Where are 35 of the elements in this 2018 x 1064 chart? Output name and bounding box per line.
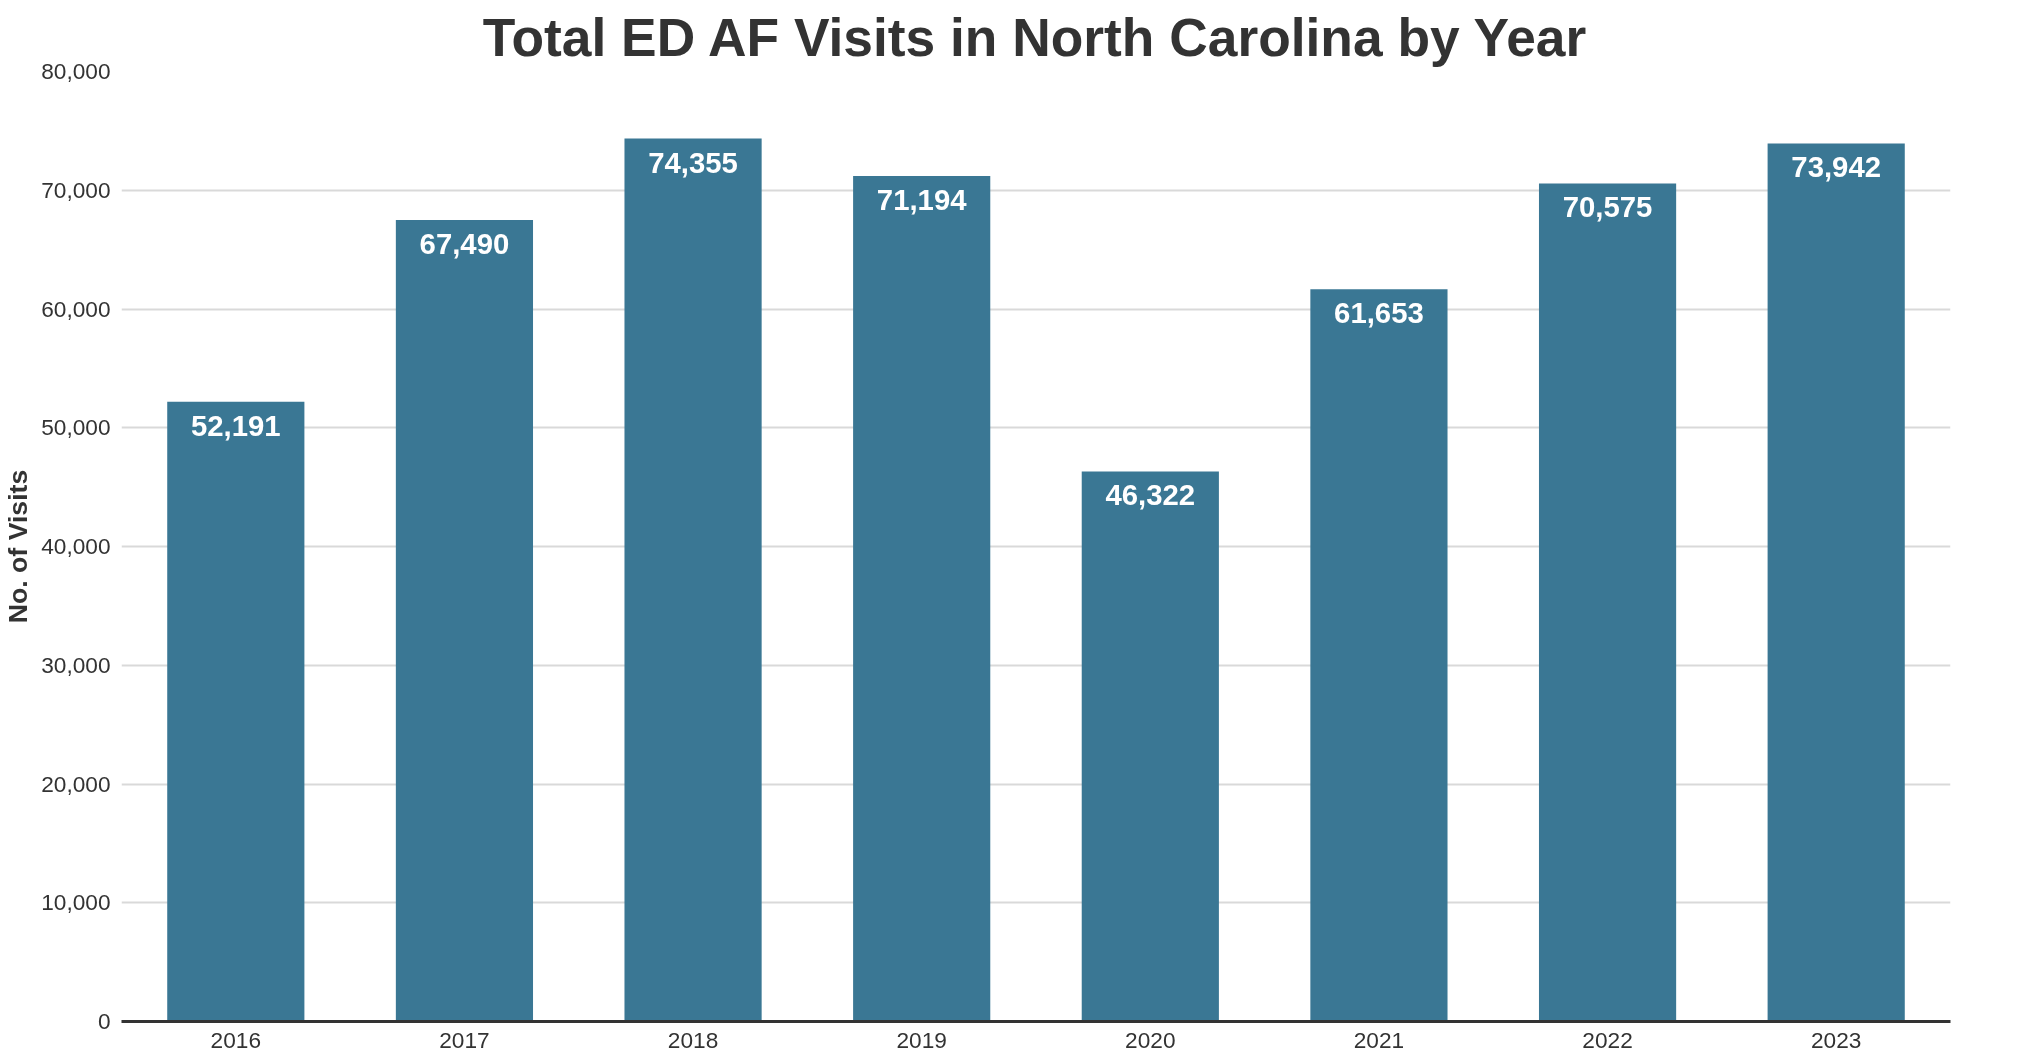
chart-title: Total ED AF Visits in North Carolina by Year [482, 7, 1587, 67]
y-tick-label: 20,000 [41, 770, 111, 797]
data-label: 52,191 [190, 408, 281, 442]
bar [395, 220, 534, 1022]
x-tick-label: 2021 [1353, 1026, 1405, 1053]
data-label: 70,575 [1562, 190, 1653, 224]
x-tick-label: 2023 [1810, 1026, 1862, 1053]
y-tick-label: 70,000 [41, 176, 111, 203]
x-tick-label: 2022 [1582, 1026, 1633, 1053]
bar [1538, 183, 1677, 1022]
y-tick-label: 40,000 [41, 533, 111, 559]
x-tick-label: 2016 [210, 1026, 262, 1053]
x-tick-label: 2018 [667, 1026, 719, 1053]
bar [1081, 471, 1219, 1022]
x-tick-label: 2020 [1125, 1026, 1176, 1053]
y-tick-label: 50,000 [41, 414, 111, 441]
x-tick-label: 2017 [439, 1026, 490, 1053]
data-label: 71,194 [876, 183, 968, 217]
data-label: 73,942 [1791, 150, 1882, 184]
data-label: 46,322 [1105, 478, 1196, 512]
y-tick-label: 10,000 [41, 889, 111, 916]
bar [853, 176, 991, 1022]
data-label: 74,355 [648, 145, 738, 179]
bar [624, 138, 762, 1022]
data-label: 61,653 [1334, 296, 1424, 330]
y-axis-title: No. of Visits [3, 469, 34, 624]
bar [167, 401, 305, 1022]
y-tick-label: 60,000 [41, 295, 111, 322]
data-label: 67,490 [419, 227, 510, 261]
bar [1767, 143, 1905, 1022]
x-tick-label: 2019 [896, 1026, 947, 1053]
y-tick-label: 80,000 [41, 58, 111, 84]
y-tick-label: 30,000 [41, 651, 111, 678]
y-tick-label: 0 [97, 1008, 111, 1034]
bar [1310, 289, 1448, 1022]
